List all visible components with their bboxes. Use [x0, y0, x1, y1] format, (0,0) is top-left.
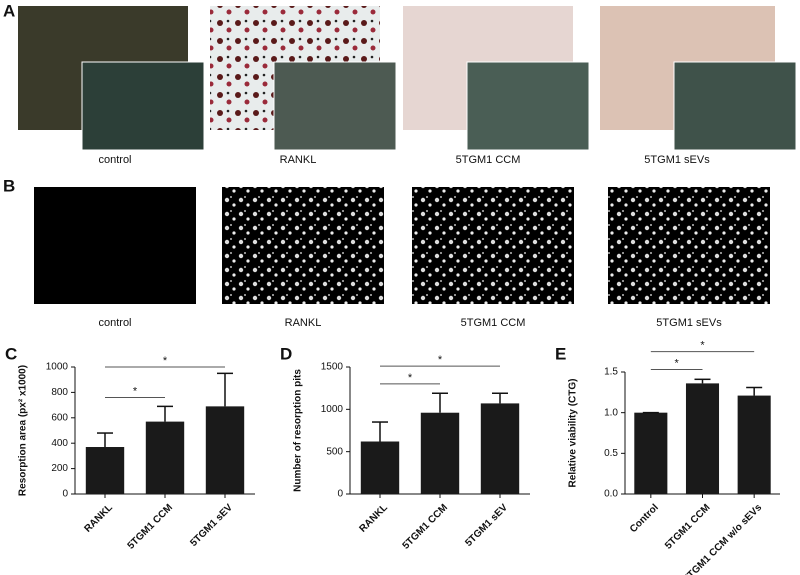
caption: control [98, 317, 131, 329]
y-tick-label: 1500 [321, 362, 344, 373]
y-tick-label: 600 [51, 412, 68, 423]
bar [85, 447, 125, 494]
bar [360, 441, 400, 494]
caption: 5TGM1 CCM [461, 317, 526, 329]
panel-letter: D [280, 344, 292, 363]
y-tick-label: 0 [337, 489, 343, 500]
panel-b-images [34, 187, 770, 304]
x-tick-label: RANKL [357, 502, 390, 535]
significance-star: * [163, 355, 168, 367]
panel-a-images [18, 6, 797, 151]
x-tick-label: 5TGM1 sEV [463, 502, 510, 549]
panel-letter: E [555, 344, 566, 363]
x-tick-label: 5TGM1 CCM [663, 502, 712, 551]
panel-letter: C [5, 344, 17, 363]
significance-star: * [438, 354, 443, 366]
y-tick-label: 500 [326, 446, 343, 457]
significance-star: * [133, 385, 138, 397]
significance-star: * [675, 357, 680, 369]
y-tick-label: 0.5 [604, 448, 618, 459]
x-tick-label: Control [628, 502, 661, 535]
x-tick-label: 5TGM1 CCM [401, 502, 450, 551]
y-tick-label: 200 [51, 463, 68, 474]
caption: 5TGM1 sEVs [644, 154, 710, 166]
caption: 5TGM1 sEVs [656, 317, 722, 329]
y-tick-label: 0.0 [604, 489, 618, 500]
y-tick-label: 1.0 [604, 407, 618, 418]
y-tick-label: 400 [51, 438, 68, 449]
bar [145, 421, 185, 494]
caption: RANKL [280, 154, 317, 166]
y-axis-label: Relative viability (CTG) [568, 379, 579, 488]
bar [634, 412, 668, 494]
y-tick-label: 0 [62, 489, 68, 500]
y-tick-label: 1000 [46, 362, 69, 373]
panel-letter: B [3, 176, 15, 195]
bar [420, 412, 460, 494]
x-tick-label: 5TGM1 CCM [126, 502, 175, 551]
x-tick-label: 5TGM1 sEV [188, 502, 235, 549]
bar [685, 383, 720, 494]
bar [737, 395, 771, 494]
x-tick-label: RANKL [82, 502, 115, 535]
caption: control [98, 154, 131, 166]
y-axis-label: Number of resorption pits [293, 369, 304, 492]
bar [205, 406, 245, 494]
caption: 5TGM1 CCM [456, 154, 521, 166]
bar [480, 403, 520, 494]
significance-star: * [700, 340, 705, 352]
panel-letter: A [3, 1, 15, 20]
y-axis-label: Resorption area (px² x1000) [18, 365, 29, 496]
y-tick-label: 1.5 [604, 367, 618, 378]
y-tick-label: 800 [51, 387, 68, 398]
significance-star: * [408, 372, 413, 384]
y-tick-label: 1000 [321, 404, 344, 415]
caption: RANKL [285, 317, 322, 329]
